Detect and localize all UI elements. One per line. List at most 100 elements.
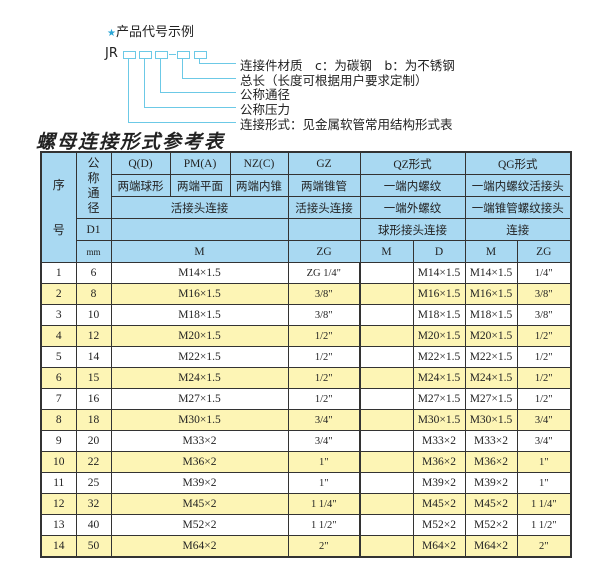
cell-m: M33×2 — [110, 430, 289, 452]
table-row: 7 16 M27×1.5 1/2" M27×1.5 M27×1.5 1/2" — [40, 388, 572, 410]
cell-gz: 1" — [287, 472, 361, 494]
cell-d1: 32 — [75, 493, 112, 515]
cell-d1: 14 — [75, 346, 112, 368]
table-row: 9 20 M33×2 3/4" M33×2 M33×2 3/4" — [40, 430, 572, 452]
table-body: 1 6 M14×1.5 ZG 1/4" M14×1.5 M14×1.5 1/4" 2 8 M16×… — [40, 262, 572, 558]
header-qg: QG形式 — [464, 151, 572, 175]
cell-qz-d: M18×1.5 — [412, 304, 466, 326]
cell-gz: 1 1/2" — [287, 514, 361, 536]
header-nominal-text: 公称通径 — [87, 156, 99, 215]
cell-gz: 3/8" — [287, 283, 361, 305]
cell-m: M45×2 — [110, 493, 289, 515]
code-slot-box — [155, 51, 168, 59]
cell-qz-d: M14×1.5 — [412, 262, 466, 284]
header-union: 活接头连接 — [110, 196, 289, 219]
header-seq: 序号 — [40, 151, 77, 263]
header-qd: Q(D) — [110, 151, 171, 175]
leader-line — [144, 58, 145, 107]
cell-qg-m: M64×2 — [464, 535, 518, 558]
cell-qz-d: M64×2 — [412, 535, 466, 558]
cell-no: 2 — [40, 283, 77, 305]
cell-qg-m: M20×1.5 — [464, 325, 518, 347]
code-prefix: JR — [105, 46, 118, 61]
header-nominal: 公称通径 — [75, 151, 112, 219]
cell-gz: 2" — [287, 535, 361, 558]
cell-qg-zg: 1/2" — [516, 388, 572, 410]
cell-qg-zg: 1 1/4" — [516, 493, 572, 515]
cell-qz-m — [359, 283, 414, 305]
table-row: 10 22 M36×2 1" M36×2 M36×2 1" — [40, 451, 572, 473]
header-nominal-char: 径 — [87, 200, 100, 215]
legend-item-length: 总长（长度可根据用户要求定制） — [240, 73, 428, 88]
cell-qg-m: M30×1.5 — [464, 409, 518, 431]
cell-gz: 3/4" — [287, 430, 361, 452]
cell-qz-m — [359, 367, 414, 389]
header-seq-char: 号 — [52, 222, 65, 237]
leader-line — [144, 107, 236, 108]
header-mm: mm — [75, 240, 112, 263]
cell-qz-m — [359, 535, 414, 558]
cell-d1: 22 — [75, 451, 112, 473]
cell-d1: 20 — [75, 430, 112, 452]
cell-qz-d: M45×2 — [412, 493, 466, 515]
legend-title: ★产品代号示例 — [107, 21, 194, 40]
cell-m: M30×1.5 — [110, 409, 289, 431]
table-row: 1 6 M14×1.5 ZG 1/4" M14×1.5 M14×1.5 1/4" — [40, 262, 572, 284]
cell-qz-m — [359, 304, 414, 326]
header-gz-union: 活接头连接 — [287, 196, 361, 219]
cell-m: M18×1.5 — [110, 304, 289, 326]
header-qz: QZ形式 — [359, 151, 466, 175]
legend-item-pressure: 公称压力 — [240, 102, 291, 117]
cell-qz-m — [359, 514, 414, 536]
header-qd-desc: 两端球形 — [110, 174, 171, 197]
cell-qz-d: M33×2 — [412, 430, 466, 452]
cell-m: M36×2 — [110, 451, 289, 473]
table-row: 8 18 M30×1.5 3/4" M30×1.5 M30×1.5 3/4" — [40, 409, 572, 431]
cell-qg-m: M52×2 — [464, 514, 518, 536]
header-seq-text: 序号 — [53, 178, 65, 237]
leader-line — [128, 58, 129, 122]
cell-no: 5 — [40, 346, 77, 368]
cell-no: 10 — [40, 451, 77, 473]
cell-qg-m: M18×1.5 — [464, 304, 518, 326]
cell-qz-d: M30×1.5 — [412, 409, 466, 431]
table-title: 螺母连接形式参考表 — [36, 131, 226, 153]
cell-no: 13 — [40, 514, 77, 536]
cell-qz-d: M27×1.5 — [412, 388, 466, 410]
cell-d1: 12 — [75, 325, 112, 347]
cell-qz-m — [359, 388, 414, 410]
leader-line — [199, 58, 200, 63]
code-slot-box — [194, 51, 207, 59]
header-pma: PM(A) — [169, 151, 231, 175]
cell-qz-m — [359, 346, 414, 368]
cell-qg-zg: 3/8" — [516, 304, 572, 326]
code-slot-box — [177, 51, 190, 59]
cell-gz: 1/2" — [287, 388, 361, 410]
cell-qg-zg: 3/4" — [516, 430, 572, 452]
table-row: 2 8 M16×1.5 3/8" M16×1.5 M16×1.5 3/8" — [40, 283, 572, 305]
header-qg-desc3: 连接 — [464, 218, 572, 241]
cell-qz-m — [359, 409, 414, 431]
leader-line — [128, 122, 236, 123]
header-qg-desc1: 一端内螺纹活接头 — [464, 174, 572, 197]
header-gz: GZ — [287, 151, 361, 175]
cell-m: M22×1.5 — [110, 346, 289, 368]
cell-d1: 10 — [75, 304, 112, 326]
cell-d1: 6 — [75, 262, 112, 284]
cell-qz-m — [359, 430, 414, 452]
leader-line — [182, 58, 183, 78]
cell-no: 7 — [40, 388, 77, 410]
header-gz-desc: 两端锥管 — [287, 174, 361, 197]
table-row: 6 15 M24×1.5 1/2" M24×1.5 M24×1.5 1/2" — [40, 367, 572, 389]
header-nzc: NZ(C) — [229, 151, 289, 175]
cell-no: 8 — [40, 409, 77, 431]
cell-qz-d: M20×1.5 — [412, 325, 466, 347]
table-row: 3 10 M18×1.5 3/8" M18×1.5 M18×1.5 3/8" — [40, 304, 572, 326]
cell-qz-m — [359, 262, 414, 284]
leader-line — [199, 63, 236, 64]
cell-qg-m: M39×2 — [464, 472, 518, 494]
cell-m: M64×2 — [110, 535, 289, 558]
header-nzc-desc: 两端内锥 — [229, 174, 289, 197]
cell-qg-m: M27×1.5 — [464, 388, 518, 410]
header-empty — [110, 218, 289, 241]
